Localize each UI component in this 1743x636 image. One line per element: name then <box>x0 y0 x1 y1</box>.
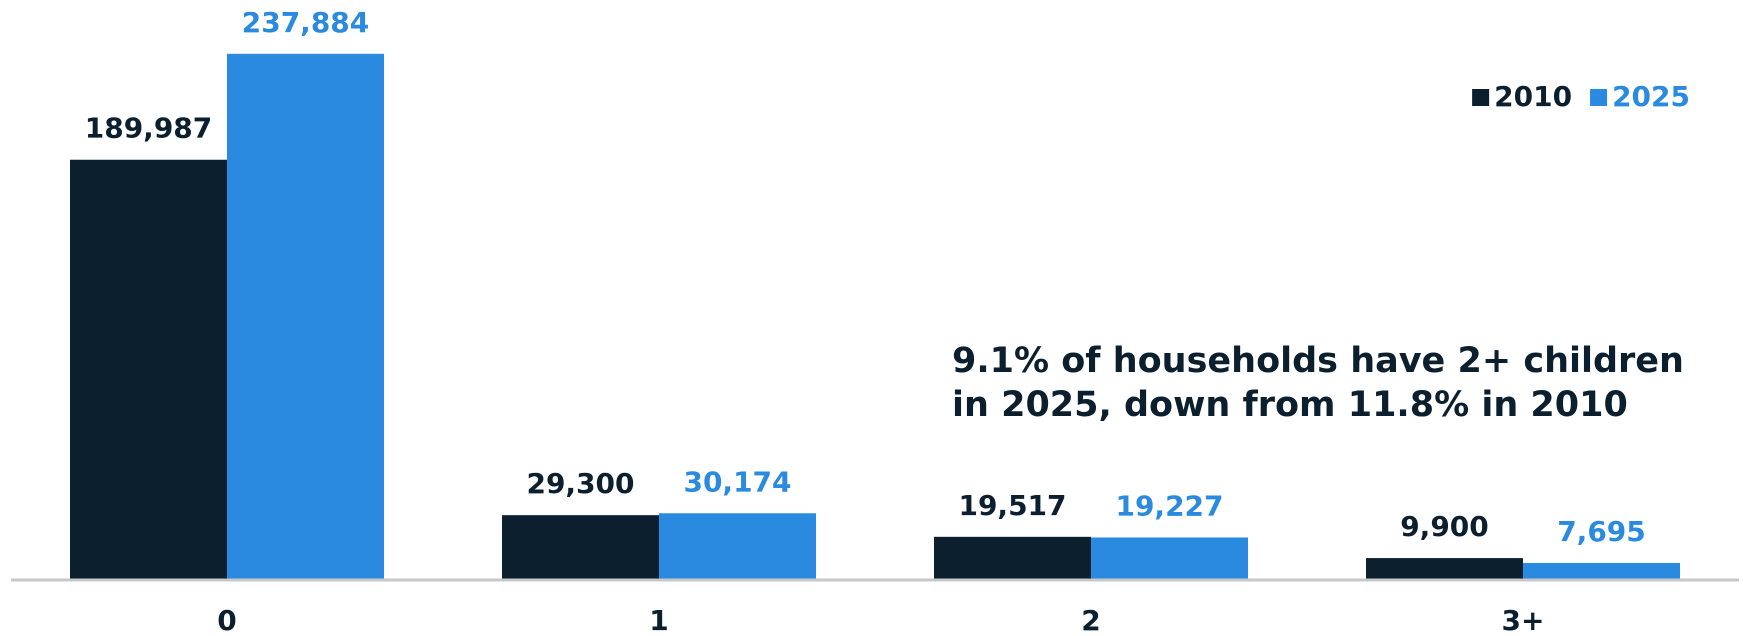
bar <box>659 513 816 580</box>
annotation: in 2025, down from 11.8% in 2010 <box>952 385 1628 425</box>
legend-swatch <box>1590 89 1608 106</box>
value-label: 237,884 <box>242 6 370 39</box>
legend-swatch <box>1472 89 1490 106</box>
value-label: 19,227 <box>1115 489 1223 522</box>
bar <box>934 536 1091 580</box>
x-tick-label: 2 <box>1081 604 1100 636</box>
bar <box>70 159 227 580</box>
legend-label: 2025 <box>1612 80 1690 113</box>
x-tick-label: 3+ <box>1502 604 1545 636</box>
annotation: 9.1% of households have 2+ children <box>952 341 1684 381</box>
bar <box>1091 537 1248 580</box>
bar <box>502 515 659 580</box>
bar <box>227 53 384 580</box>
value-label: 29,300 <box>526 467 634 500</box>
value-label: 189,987 <box>85 112 213 145</box>
value-label: 7,695 <box>1557 515 1646 548</box>
bar <box>1523 562 1680 580</box>
x-tick-label: 0 <box>217 604 236 636</box>
bar <box>1366 558 1523 580</box>
value-label: 30,174 <box>683 465 791 498</box>
legend-label: 2010 <box>1494 80 1572 113</box>
value-label: 9,900 <box>1400 510 1489 543</box>
value-label: 19,517 <box>958 489 1066 522</box>
x-tick-label: 1 <box>649 604 668 636</box>
